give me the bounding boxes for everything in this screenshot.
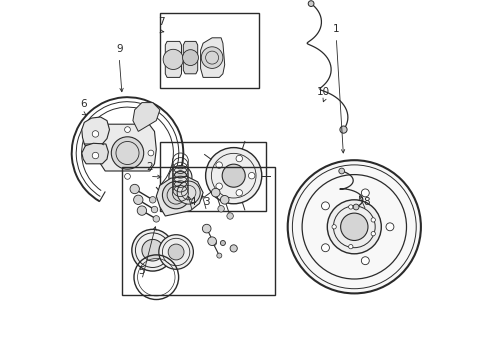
Circle shape [177, 181, 200, 204]
Circle shape [182, 50, 198, 66]
Circle shape [361, 189, 368, 197]
Text: 5: 5 [138, 266, 145, 276]
Circle shape [132, 229, 173, 271]
Circle shape [216, 183, 222, 189]
Circle shape [321, 202, 329, 210]
Circle shape [202, 224, 211, 233]
Circle shape [124, 127, 130, 132]
Circle shape [92, 131, 99, 137]
Circle shape [370, 218, 375, 222]
Circle shape [226, 213, 233, 219]
Circle shape [348, 205, 352, 209]
Text: 2: 2 [146, 162, 153, 172]
Polygon shape [156, 176, 203, 216]
Polygon shape [200, 38, 224, 77]
Circle shape [163, 49, 183, 69]
Text: 1: 1 [332, 24, 339, 34]
Circle shape [101, 150, 107, 156]
Circle shape [216, 162, 222, 168]
Circle shape [174, 171, 186, 184]
Circle shape [326, 200, 381, 254]
Circle shape [151, 206, 158, 213]
Circle shape [339, 126, 346, 133]
Circle shape [352, 204, 358, 210]
Circle shape [148, 150, 153, 156]
Circle shape [361, 257, 368, 265]
Circle shape [111, 137, 143, 169]
Circle shape [124, 174, 130, 179]
Circle shape [370, 231, 375, 236]
Circle shape [205, 148, 261, 204]
Circle shape [218, 206, 224, 212]
Text: 10: 10 [317, 87, 329, 97]
Circle shape [236, 155, 242, 162]
Circle shape [159, 235, 193, 269]
Circle shape [331, 225, 336, 229]
Text: 7: 7 [157, 17, 164, 27]
Polygon shape [183, 41, 197, 74]
Polygon shape [133, 103, 160, 131]
Text: 4: 4 [188, 197, 195, 207]
Circle shape [153, 216, 159, 222]
Circle shape [321, 244, 329, 252]
Text: 8: 8 [362, 197, 369, 207]
Polygon shape [81, 143, 108, 164]
Circle shape [142, 239, 163, 261]
Circle shape [168, 244, 183, 260]
Circle shape [222, 164, 244, 187]
Circle shape [162, 181, 189, 209]
Circle shape [348, 244, 352, 249]
Circle shape [211, 240, 216, 246]
Circle shape [133, 195, 142, 204]
Circle shape [385, 223, 393, 231]
Circle shape [137, 206, 146, 215]
Circle shape [211, 188, 220, 197]
Circle shape [149, 197, 156, 203]
Circle shape [168, 166, 192, 189]
Circle shape [230, 245, 237, 252]
Circle shape [207, 237, 216, 246]
Text: 6: 6 [80, 99, 87, 109]
Circle shape [236, 190, 242, 196]
Polygon shape [165, 41, 181, 77]
Circle shape [92, 152, 99, 159]
Circle shape [216, 253, 222, 258]
Polygon shape [81, 117, 109, 144]
Text: 3: 3 [203, 197, 209, 207]
Circle shape [201, 47, 223, 68]
Circle shape [130, 184, 139, 194]
Text: 9: 9 [116, 44, 122, 54]
Circle shape [220, 195, 228, 204]
Circle shape [338, 168, 344, 174]
Polygon shape [99, 124, 156, 171]
Circle shape [220, 240, 225, 246]
Circle shape [248, 172, 254, 179]
Circle shape [307, 1, 313, 6]
Circle shape [340, 213, 367, 240]
Circle shape [287, 160, 420, 293]
